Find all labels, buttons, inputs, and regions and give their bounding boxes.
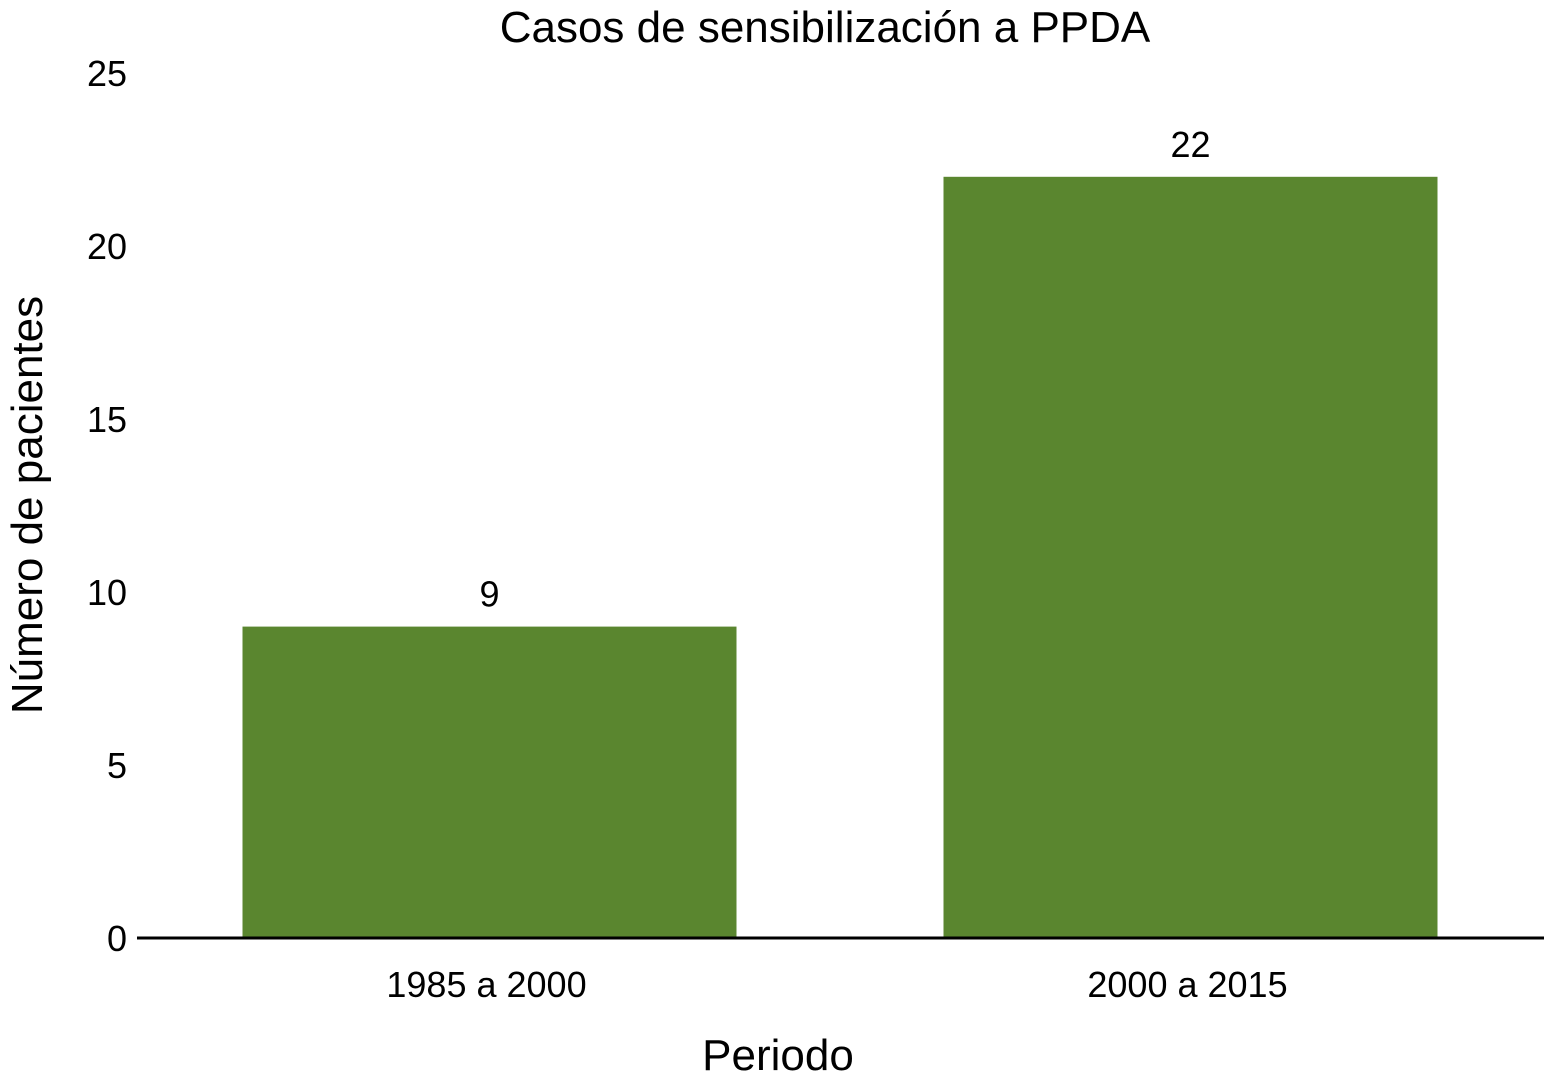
y-tick-label: 25: [87, 53, 127, 94]
y-tick-label: 20: [87, 226, 127, 267]
y-axis-ticks: 0 5 10 15 20 25: [87, 53, 127, 959]
chart-title: Casos de sensibilización a PPDA: [500, 3, 1151, 52]
bar: [943, 176, 1438, 939]
y-tick-label: 15: [87, 399, 127, 440]
y-axis-title: Número de pacientes: [3, 296, 52, 714]
x-axis-title: Periodo: [702, 1031, 854, 1080]
bar-data-label: 9: [479, 574, 499, 615]
x-tick-label: 1985 a 2000: [386, 964, 586, 1005]
data-labels: 9 22: [479, 124, 1210, 615]
y-tick-label: 0: [107, 918, 127, 959]
bars: [242, 176, 1438, 939]
y-tick-label: 10: [87, 572, 127, 613]
bar-data-label: 22: [1170, 124, 1210, 165]
bar: [242, 626, 737, 938]
x-axis-ticks: 1985 a 2000 2000 a 2015: [386, 964, 1287, 1005]
x-tick-label: 2000 a 2015: [1087, 964, 1287, 1005]
y-tick-label: 5: [107, 745, 127, 786]
